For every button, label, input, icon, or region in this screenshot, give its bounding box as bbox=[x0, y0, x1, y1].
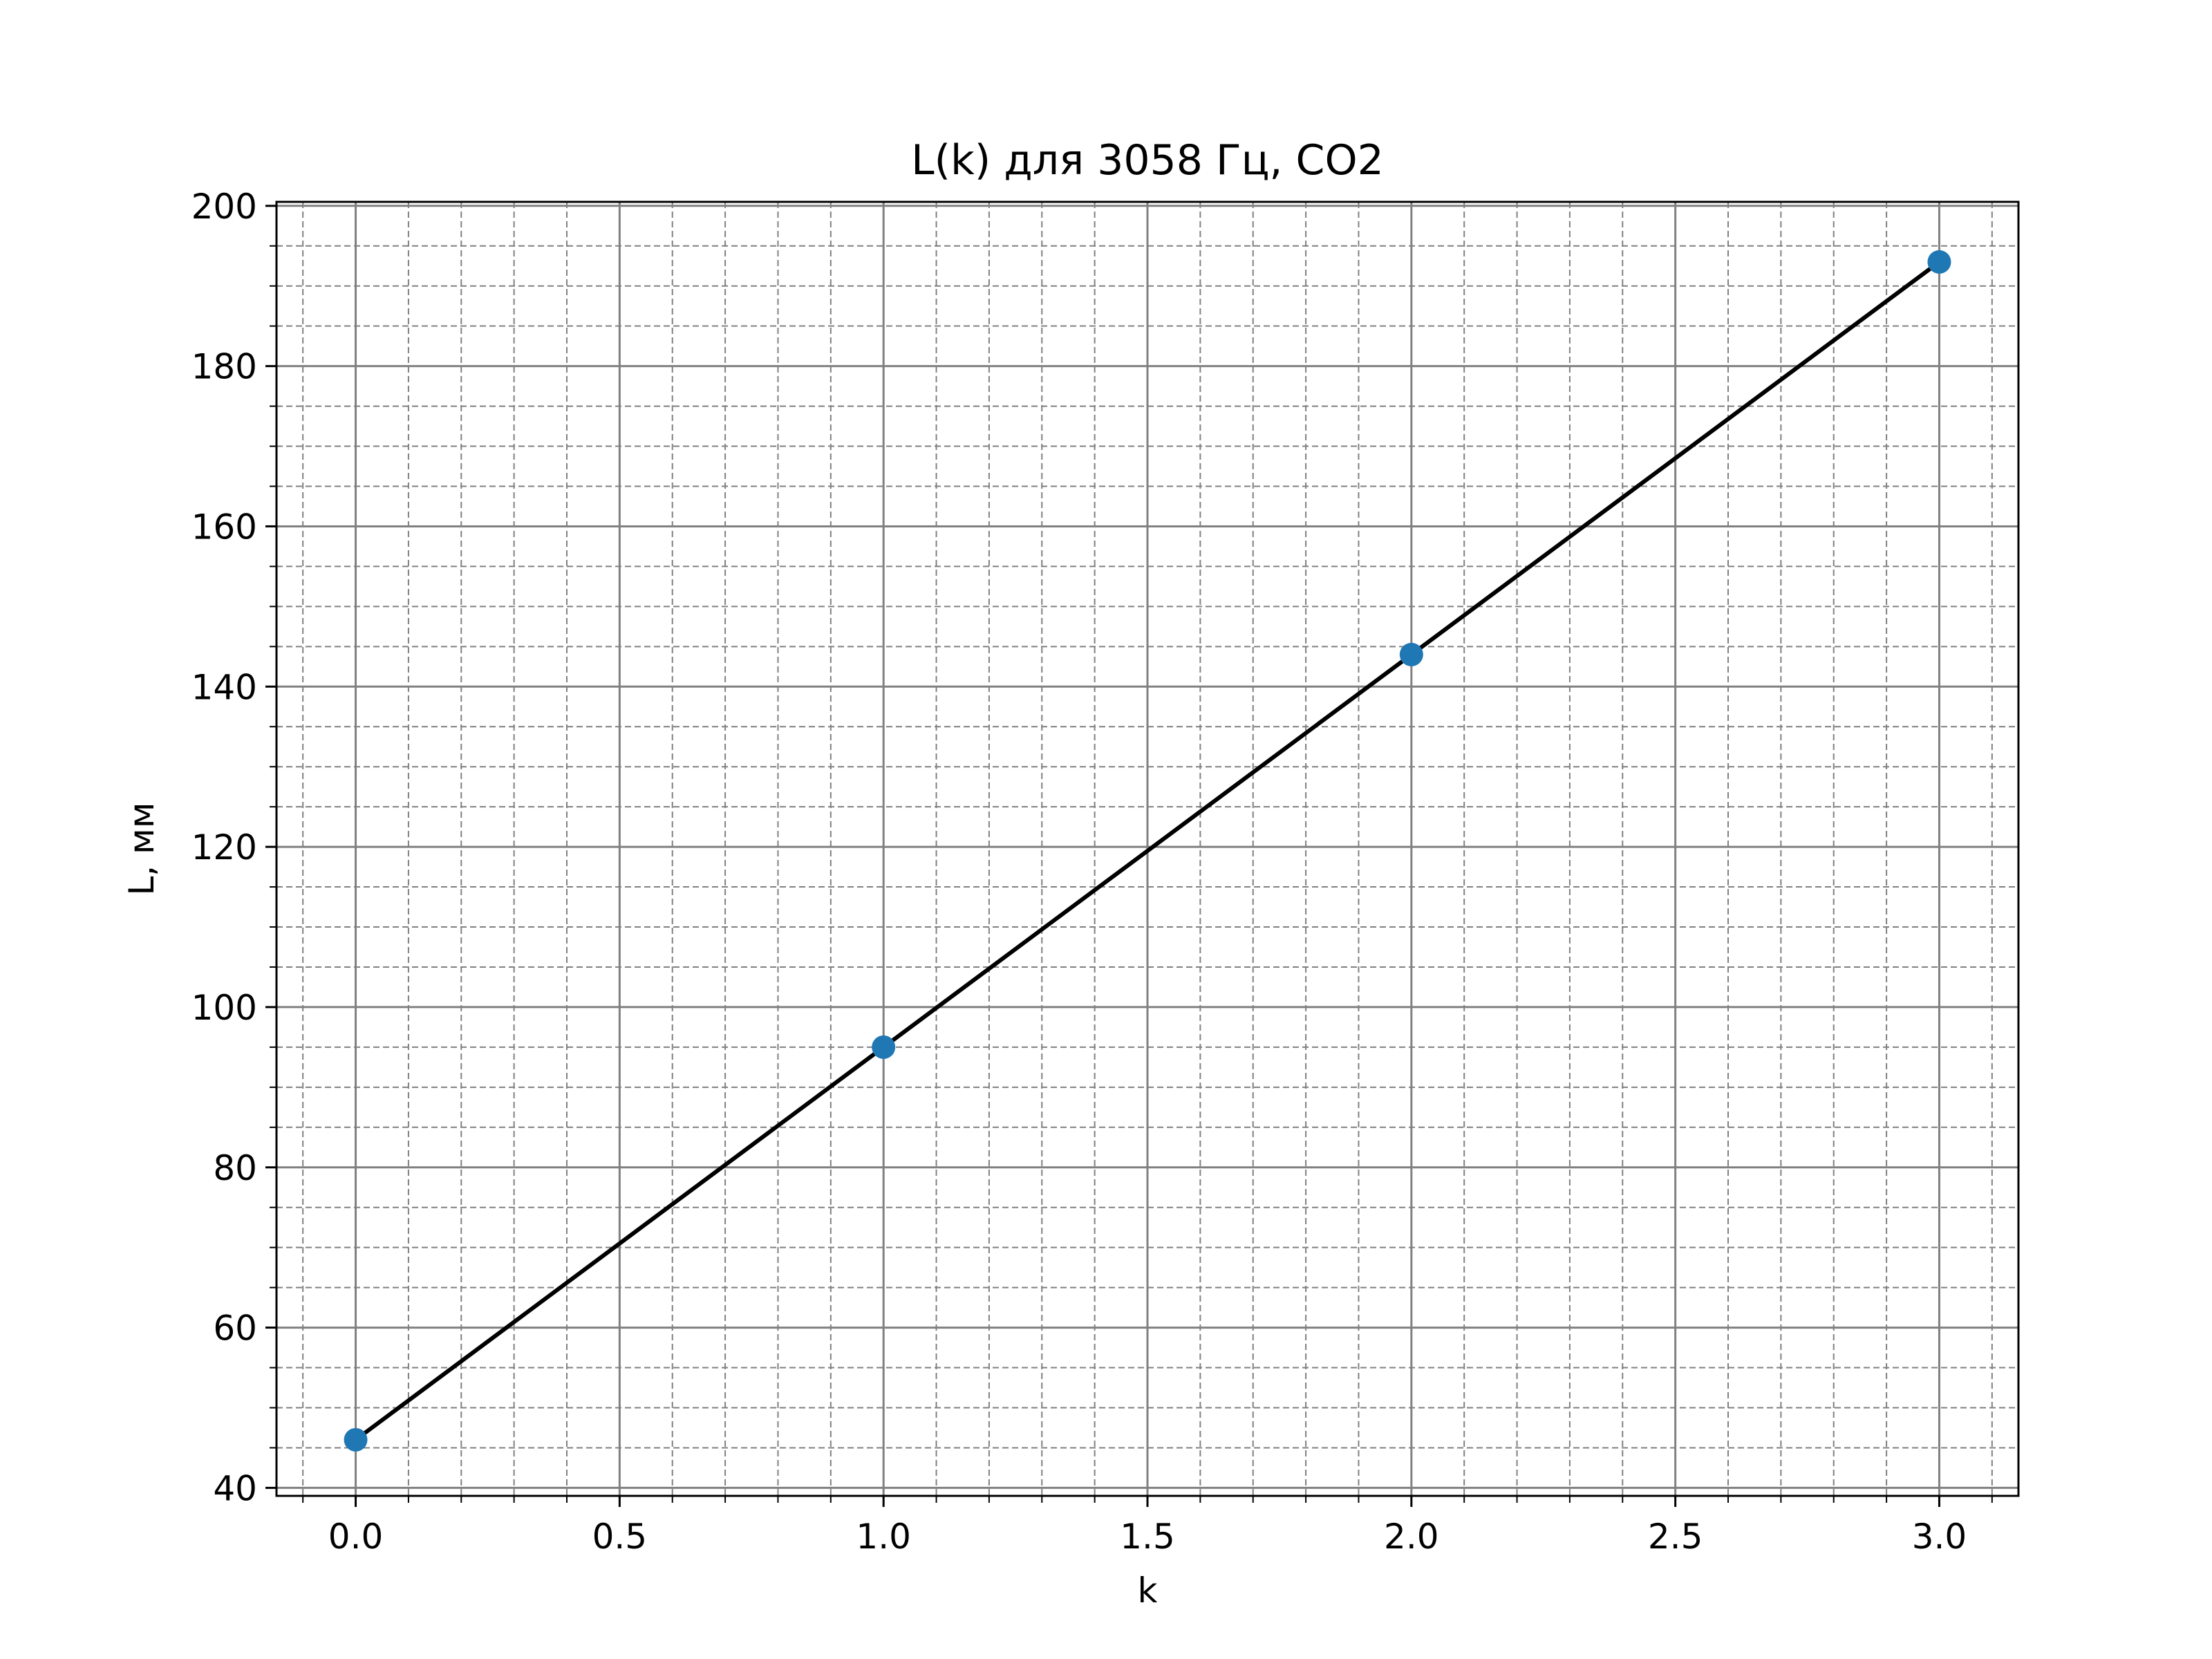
data-point bbox=[344, 1427, 368, 1452]
series-layer bbox=[344, 250, 1951, 1452]
x-tick-label: 2.5 bbox=[1648, 1517, 1703, 1557]
x-tick-label: 0.5 bbox=[592, 1517, 648, 1557]
x-axis-label: k bbox=[1138, 1571, 1158, 1611]
y-tick-label: 180 bbox=[191, 347, 257, 387]
y-tick-label: 100 bbox=[191, 988, 257, 1028]
y-axis-label: L, мм bbox=[122, 802, 162, 895]
data-point bbox=[1927, 250, 1951, 274]
y-tick-label: 60 bbox=[213, 1309, 257, 1349]
y-tick-label: 200 bbox=[191, 187, 257, 227]
y-tick-label: 140 bbox=[191, 667, 257, 707]
chart-title: L(k) для 3058 Гц, CO2 bbox=[911, 136, 1384, 185]
x-axis-ticks: 0.0 0.5 1.0 1.5 2.0 2.5 3.0 bbox=[302, 1496, 1993, 1557]
x-tick-label: 2.0 bbox=[1384, 1517, 1439, 1557]
x-tick-label: 0.0 bbox=[328, 1517, 384, 1557]
y-tick-label: 40 bbox=[213, 1468, 257, 1508]
y-tick-label: 120 bbox=[191, 827, 257, 868]
y-tick-label: 80 bbox=[213, 1148, 257, 1188]
y-tick-label: 160 bbox=[191, 507, 257, 547]
data-point bbox=[1399, 642, 1423, 666]
x-tick-label: 1.5 bbox=[1120, 1517, 1175, 1557]
data-point bbox=[872, 1035, 896, 1059]
x-tick-label: 3.0 bbox=[1912, 1517, 1967, 1557]
x-tick-label: 1.0 bbox=[856, 1517, 911, 1557]
fit-line bbox=[354, 260, 1941, 1442]
y-axis-ticks: 40 60 80 100 120 140 160 180 200 bbox=[191, 187, 276, 1508]
